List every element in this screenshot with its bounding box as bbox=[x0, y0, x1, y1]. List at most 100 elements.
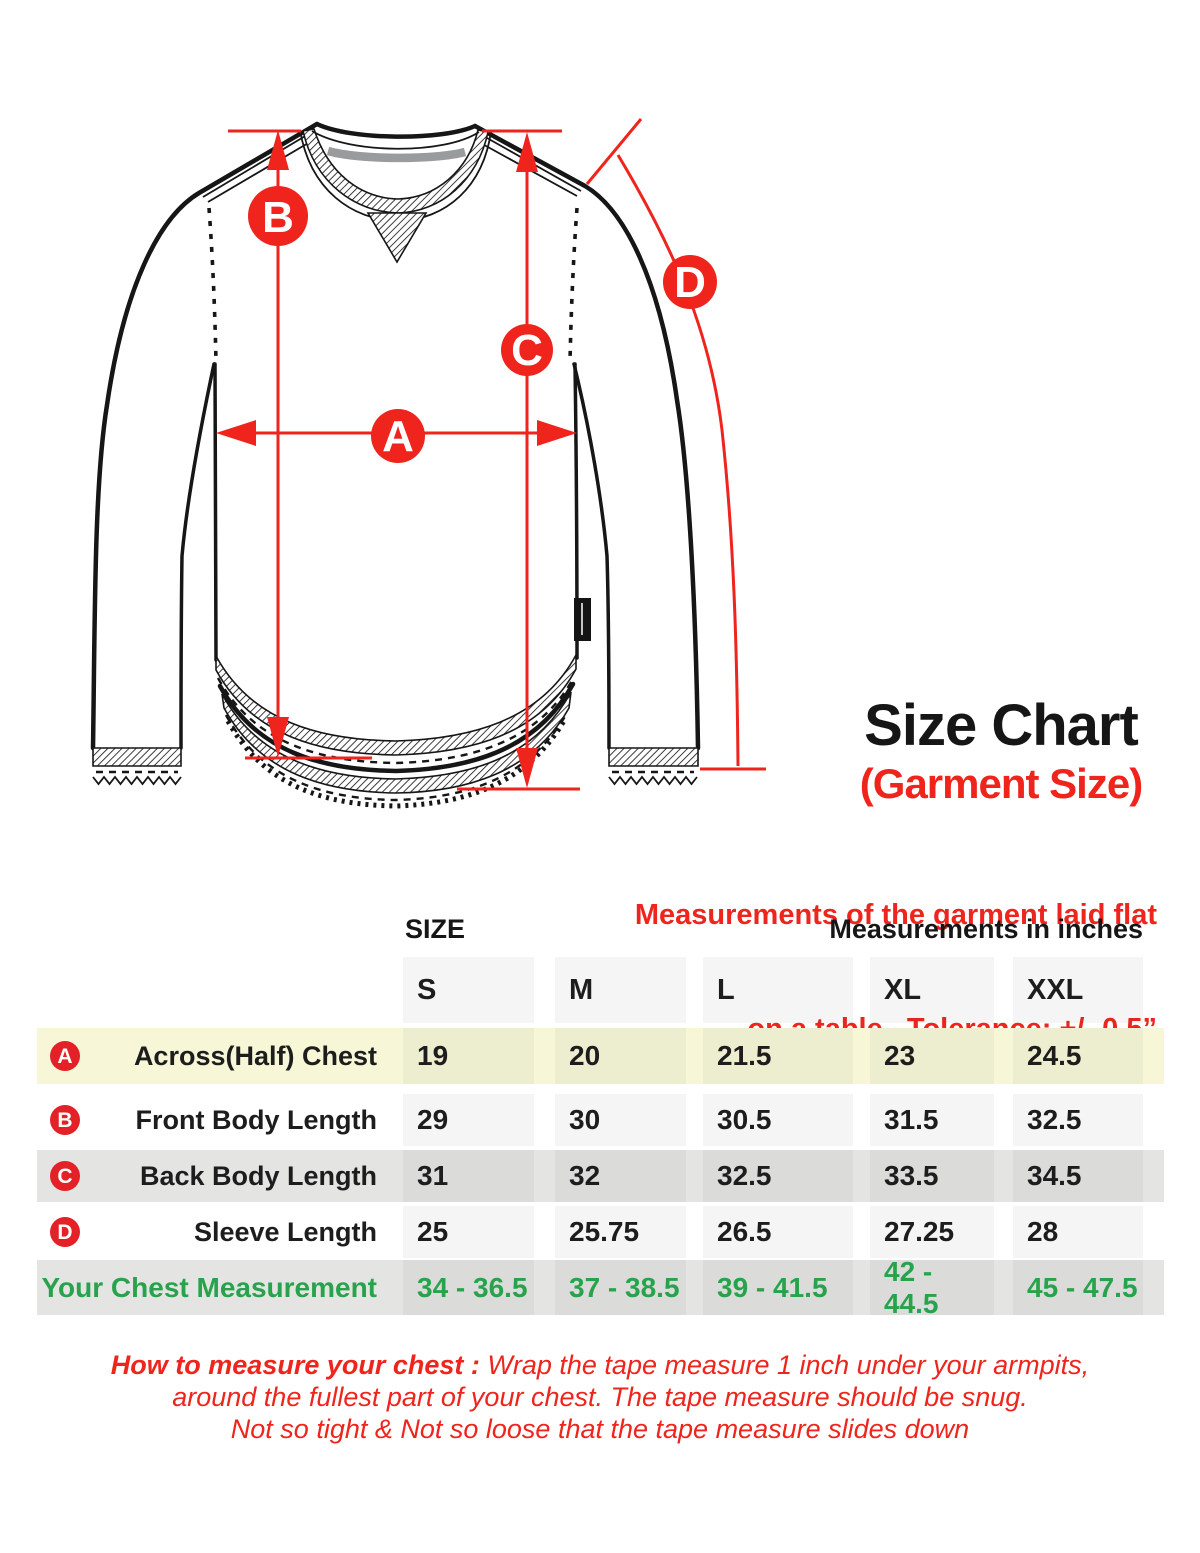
value-cell-l: 39 - 41.5 bbox=[703, 1260, 853, 1315]
marker-a: A bbox=[371, 409, 425, 463]
row-badge-letter: A bbox=[57, 1044, 73, 1068]
row-label: Your Chest Measurement bbox=[37, 1260, 377, 1315]
row-badge-d-icon: D bbox=[50, 1217, 80, 1247]
value-cell-xl: 27.25 bbox=[870, 1206, 994, 1258]
row-badge-letter: C bbox=[57, 1164, 73, 1188]
top-tick-d bbox=[585, 118, 643, 185]
cell-value: 23 bbox=[884, 1040, 916, 1071]
marker-b: B bbox=[248, 186, 308, 246]
value-cell-l: 30.5 bbox=[703, 1094, 853, 1146]
hem-trim bbox=[215, 654, 577, 809]
cell-value: 32.5 bbox=[717, 1160, 772, 1191]
cell-value: 28 bbox=[1027, 1216, 1059, 1247]
value-cell-xxl: 45 - 47.5 bbox=[1013, 1260, 1143, 1315]
marker-d: D bbox=[663, 255, 717, 309]
row-label: Front Body Length bbox=[37, 1094, 377, 1146]
value-cell-s: 31 bbox=[403, 1150, 534, 1202]
row-badge-c-icon: C bbox=[50, 1161, 80, 1191]
measurement-annotations: A B C D bbox=[216, 118, 766, 791]
value-cell-xl: 33.5 bbox=[870, 1150, 994, 1202]
cell-value: 27.25 bbox=[884, 1216, 955, 1247]
how-to-measure-lead: How to measure your chest : bbox=[110, 1350, 488, 1380]
how-to-measure-rest: Wrap the tape measure 1 inch under your … bbox=[487, 1350, 1090, 1380]
back-hem-lace-band bbox=[221, 691, 572, 794]
row-label: Sleeve Length bbox=[37, 1206, 377, 1258]
cell-value: 19 bbox=[417, 1040, 449, 1071]
value-cell-m: 25.75 bbox=[555, 1206, 686, 1258]
front-hem-edge bbox=[217, 681, 576, 774]
value-cell-m: 37 - 38.5 bbox=[555, 1260, 686, 1315]
column-header-label: XXL bbox=[1027, 973, 1084, 1006]
arrowhead-c-down bbox=[516, 748, 538, 788]
tolerance-note-line1: Measurements of the garment laid flat bbox=[634, 899, 1157, 931]
table-row-chest-range: Your Chest Measurement 34 - 36.5 37 - 38.5… bbox=[37, 1256, 1164, 1319]
cell-value: 30.5 bbox=[717, 1104, 772, 1135]
right-armhole-seam bbox=[568, 207, 579, 363]
arrowhead-b-down bbox=[267, 717, 289, 757]
row-label-text: Your Chest Measurement bbox=[41, 1271, 377, 1303]
cell-value: 32.5 bbox=[1027, 1104, 1082, 1135]
left-armhole-seam bbox=[207, 207, 218, 363]
value-cell-xl: 31.5 bbox=[870, 1094, 994, 1146]
column-header-m: M bbox=[555, 957, 686, 1023]
shirt-outline bbox=[90, 121, 701, 809]
value-cell-l: 26.5 bbox=[703, 1206, 853, 1258]
arrowhead-a-left bbox=[216, 420, 256, 446]
arrowhead-a-right bbox=[537, 420, 577, 446]
how-to-measure-line3: Not so tight & Not so loose that the tap… bbox=[230, 1414, 970, 1444]
row-label: Back Body Length bbox=[37, 1150, 377, 1202]
garment-measurement-diagram: A B C D bbox=[90, 118, 766, 809]
value-cell-m: 20 bbox=[555, 1028, 686, 1084]
value-cell-s: 34 - 36.5 bbox=[403, 1260, 534, 1315]
column-header-xl: XL bbox=[870, 957, 994, 1023]
value-cell-xxl: 34.5 bbox=[1013, 1150, 1143, 1202]
value-cell-l: 21.5 bbox=[703, 1028, 853, 1084]
row-label: Across(Half) Chest bbox=[37, 1028, 377, 1084]
column-header-label: S bbox=[417, 973, 437, 1006]
value-cell-s: 29 bbox=[403, 1094, 534, 1146]
cell-value: 45 - 47.5 bbox=[1027, 1271, 1138, 1303]
value-cell-xl: 23 bbox=[870, 1028, 994, 1084]
arrowhead-b-up bbox=[267, 130, 289, 170]
collar bbox=[299, 121, 492, 264]
marker-c: C bbox=[501, 324, 553, 376]
how-to-measure-line1: How to measure your chest : Wrap the tap… bbox=[0, 1349, 1200, 1381]
cell-value: 42 - 44.5 bbox=[884, 1255, 939, 1319]
page-title: Size Chart bbox=[864, 693, 1139, 758]
title-block: Size Chart (Garment Size) bbox=[840, 697, 1162, 808]
row-label-text: Sleeve Length bbox=[193, 1216, 377, 1247]
column-header-s: S bbox=[403, 957, 534, 1023]
cell-value: 34 - 36.5 bbox=[417, 1271, 528, 1303]
left-shoulder-seam bbox=[202, 131, 313, 198]
cell-value: 25 bbox=[417, 1216, 449, 1247]
cell-value: 31 bbox=[417, 1160, 449, 1191]
measurements-units-header: Measurements in inches bbox=[829, 914, 1143, 944]
table-row-c: C Back Body Length 31 32 32.5 33.5 34.5 bbox=[37, 1150, 1164, 1202]
cell-value: 25.75 bbox=[569, 1216, 640, 1247]
collar-rib-band bbox=[302, 128, 489, 214]
left-sleeve-outer-edge bbox=[90, 121, 320, 751]
cell-value: 37 - 38.5 bbox=[569, 1271, 680, 1303]
body-left-edge bbox=[213, 362, 218, 662]
value-cell-s: 25 bbox=[403, 1206, 534, 1258]
value-cell-xxl: 24.5 bbox=[1013, 1028, 1143, 1084]
cell-value: 30 bbox=[569, 1104, 601, 1135]
column-header-label: XL bbox=[884, 973, 922, 1006]
marker-d-letter: D bbox=[674, 258, 706, 307]
table-row-d: D Sleeve Length 25 25.75 26.5 27.25 28 bbox=[37, 1206, 1164, 1258]
cell-value: 39 - 41.5 bbox=[717, 1271, 828, 1303]
cell-value: 29 bbox=[417, 1104, 449, 1135]
table-header-row: S M L XL XXL bbox=[0, 957, 1200, 1023]
brand-tag bbox=[574, 598, 591, 641]
right-sleeve-outer-edge bbox=[472, 123, 701, 751]
row-badge-letter: D bbox=[57, 1220, 73, 1244]
measure-line-d bbox=[616, 154, 740, 767]
value-cell-l: 32.5 bbox=[703, 1150, 853, 1202]
row-badge-letter: B bbox=[57, 1108, 73, 1132]
row-label-text: Across(Half) Chest bbox=[133, 1040, 377, 1071]
how-to-measure-line2: around the fullest part of your chest. T… bbox=[172, 1382, 1028, 1412]
how-to-measure-note: How to measure your chest : Wrap the tap… bbox=[0, 1349, 1200, 1445]
cell-value: 21.5 bbox=[717, 1040, 772, 1071]
column-header-label: L bbox=[717, 973, 735, 1006]
right-sleeve-inner-edge bbox=[572, 362, 611, 750]
